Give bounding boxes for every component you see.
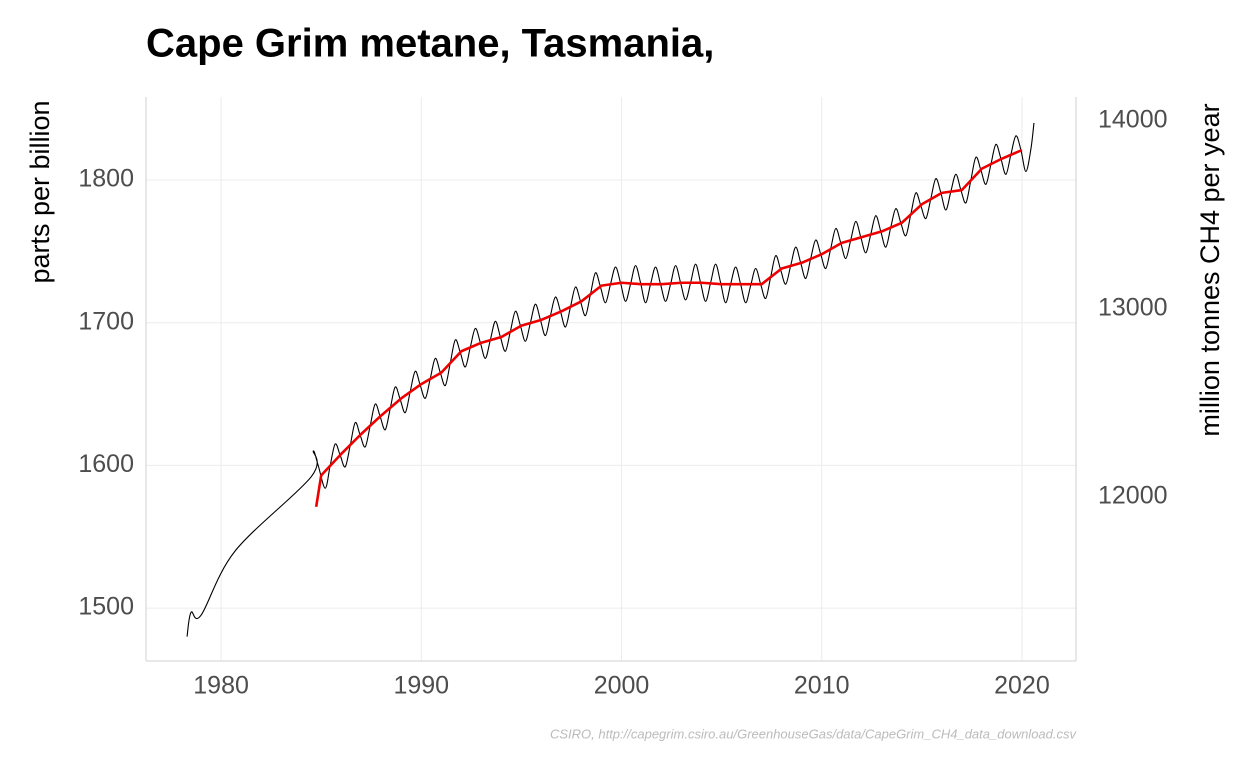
y2-tick-label: 14000 [1098, 106, 1168, 134]
y-tick-label: 1800 [78, 165, 134, 193]
grid [146, 97, 1076, 661]
x-tick-label: 2010 [794, 672, 850, 700]
y2-tick-label: 12000 [1098, 482, 1168, 510]
y2-tick-label: 13000 [1098, 294, 1168, 322]
x-tick-label: 1980 [193, 672, 249, 700]
x-tick-label: 2000 [594, 672, 650, 700]
caption: CSIRO, http://capegrim.csiro.au/Greenhou… [550, 726, 1078, 741]
y-tick-label: 1600 [78, 450, 134, 478]
y-axis-label: parts per billion [25, 100, 55, 283]
series-line [186, 122, 1035, 637]
y2-axis-label: million tonnes CH4 per year [1195, 103, 1225, 436]
y-tick-label: 1700 [78, 307, 134, 335]
series-line [314, 148, 1023, 507]
chart-title: Cape Grim metane, Tasmania, [146, 22, 714, 66]
x-tick-label: 2020 [994, 672, 1050, 700]
x-tick-label: 1990 [393, 672, 449, 700]
y-tick-label: 1500 [78, 593, 134, 621]
